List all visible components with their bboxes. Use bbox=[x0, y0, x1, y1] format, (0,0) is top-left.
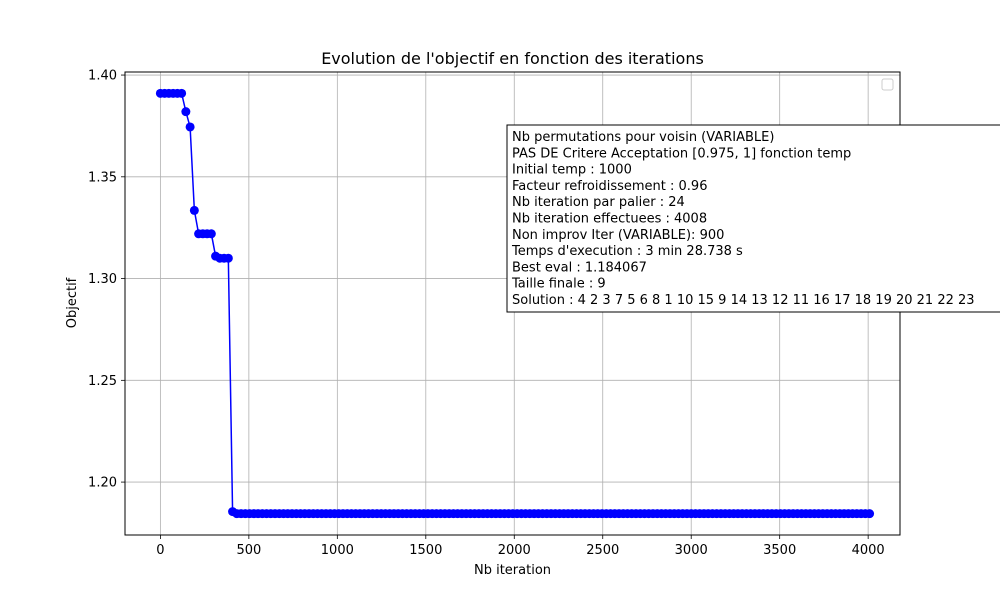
data-point bbox=[189, 205, 199, 215]
annotation-line: Nb iteration effectuees : 4008 bbox=[512, 212, 707, 227]
x-tick-label: 3500 bbox=[763, 543, 796, 558]
x-tick-label: 2000 bbox=[498, 543, 531, 558]
x-tick-label: 0 bbox=[156, 543, 164, 558]
annotation-line: Non improv Iter (VARIABLE): 900 bbox=[512, 228, 724, 243]
x-tick-label: 500 bbox=[236, 543, 261, 558]
x-axis: 0 500 1000 1500 2000 2500 3000 3500 4000 bbox=[156, 535, 885, 558]
x-tick-label: 3000 bbox=[675, 543, 708, 558]
annotation-line: Facteur refroidissement : 0.96 bbox=[512, 179, 707, 194]
y-tick-label: 1.20 bbox=[88, 476, 117, 491]
y-axis-label: Objectif bbox=[65, 277, 80, 328]
data-point bbox=[181, 107, 191, 117]
annotation-box: Nb permutations pour voisin (VARIABLE)PA… bbox=[506, 124, 1000, 313]
series-layer bbox=[155, 88, 875, 519]
chart-title: Evolution de l'objectif en fonction des … bbox=[321, 49, 704, 68]
y-tick-label: 1.30 bbox=[88, 272, 117, 287]
data-point bbox=[865, 509, 875, 519]
annotation-line: Solution : 4 2 3 7 5 6 8 1 10 15 9 14 13… bbox=[512, 293, 975, 308]
annotation-line: Taille finale : 9 bbox=[511, 277, 606, 292]
x-tick-label: 1500 bbox=[409, 543, 442, 558]
annotation-line: Initial temp : 1000 bbox=[512, 163, 632, 178]
x-axis-label: Nb iteration bbox=[474, 563, 551, 578]
annotation-line: Best eval : 1.184067 bbox=[512, 260, 647, 275]
y-tick-label: 1.40 bbox=[88, 69, 117, 84]
annotation-frame bbox=[506, 124, 1000, 313]
annotation-line: PAS DE Critere Acceptation [0.975, 1] fo… bbox=[512, 146, 851, 161]
y-tick-label: 1.35 bbox=[88, 170, 117, 185]
data-point bbox=[206, 229, 216, 239]
x-tick-label: 1000 bbox=[321, 543, 354, 558]
annotation-line: Temps d'execution : 3 min 28.738 s bbox=[511, 244, 743, 259]
data-point bbox=[177, 88, 187, 98]
x-tick-label: 4000 bbox=[852, 543, 885, 558]
y-axis: 1.20 1.25 1.30 1.35 1.40 bbox=[88, 69, 125, 491]
x-tick-label: 2500 bbox=[586, 543, 619, 558]
data-point bbox=[185, 122, 195, 132]
annotation-line: Nb iteration par palier : 24 bbox=[512, 195, 685, 210]
data-point bbox=[223, 253, 233, 263]
legend-box[interactable] bbox=[881, 78, 894, 91]
annotation-line: Nb permutations pour voisin (VARIABLE) bbox=[512, 130, 774, 145]
y-tick-label: 1.25 bbox=[88, 374, 117, 389]
